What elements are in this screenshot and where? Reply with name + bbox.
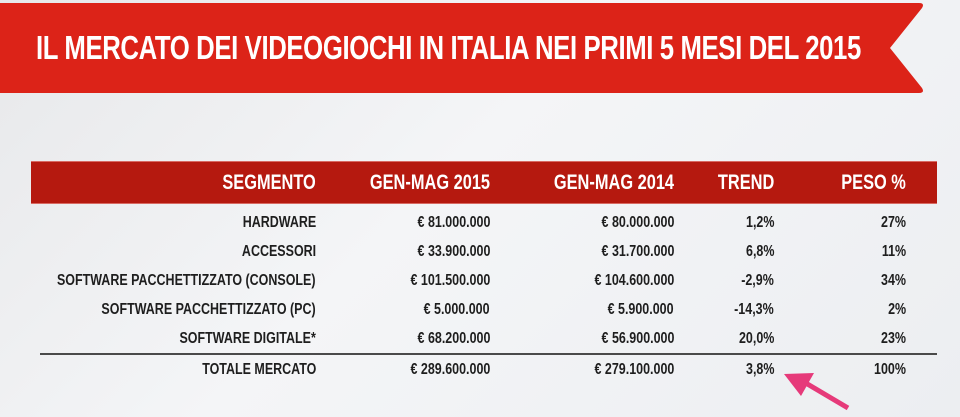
weight-cell: 27% [881, 214, 906, 231]
table-row: SOFTWARE DIGITALE* € 68.200.000 € 56.900… [31, 324, 937, 353]
weight-cell: 23% [881, 330, 906, 347]
header-gen-mag-2015: GEN-MAG 2015 [369, 171, 490, 194]
weight-cell: 11% [881, 243, 906, 260]
header-peso: PESO % [841, 171, 906, 194]
arrow-pointing-up-left-icon [784, 373, 850, 411]
total-label: TOTALE MERCATO [201, 361, 316, 378]
segment-cell: ACCESSORI [241, 243, 316, 260]
segment-cell: HARDWARE [242, 214, 316, 231]
value-2014-cell: € 56.900.000 [601, 330, 674, 347]
weight-cell: 34% [881, 272, 906, 289]
total-2014: € 279.100.000 [594, 361, 674, 378]
total-trend: 3,8% [745, 361, 774, 378]
value-2015-cell: € 101.500.000 [410, 272, 490, 289]
value-2015-cell: € 5.000.000 [424, 301, 490, 318]
table-row: SOFTWARE PACCHETTIZZATO (CONSOLE) € 101.… [31, 266, 937, 295]
trend-cell: 1,2% [745, 214, 774, 231]
header-gen-mag-2014: GEN-MAG 2014 [553, 171, 674, 194]
market-table: SEGMENTO GEN-MAG 2015 GEN-MAG 2014 TREND… [31, 161, 937, 384]
trend-cell: 6,8% [745, 243, 774, 260]
table-header: SEGMENTO GEN-MAG 2015 GEN-MAG 2014 TREND… [31, 161, 937, 204]
total-weight: 100% [874, 361, 906, 378]
total-2015: € 289.600.000 [410, 361, 490, 378]
total-row: TOTALE MERCATO € 289.600.000 € 279.100.0… [31, 355, 937, 384]
value-2014-cell: € 5.900.000 [608, 301, 674, 318]
total-divider [40, 353, 937, 355]
table-row: ACCESSORI € 33.900.000 € 31.700.000 6,8%… [31, 237, 937, 266]
segment-cell: SOFTWARE DIGITALE* [179, 330, 316, 347]
value-2014-cell: € 104.600.000 [594, 272, 674, 289]
header-segmento: SEGMENTO [222, 171, 316, 194]
weight-cell: 2% [887, 301, 906, 318]
title-banner: IL MERCATO DEI VIDEOGIOCHI IN ITALIA NEI… [0, 3, 935, 93]
value-2015-cell: € 81.000.000 [417, 214, 490, 231]
segment-cell: SOFTWARE PACCHETTIZZATO (CONSOLE) [57, 272, 316, 289]
page-title: IL MERCATO DEI VIDEOGIOCHI IN ITALIA NEI… [36, 29, 861, 66]
trend-cell: -2,9% [741, 272, 774, 289]
value-2015-cell: € 33.900.000 [417, 243, 490, 260]
value-2014-cell: € 31.700.000 [601, 243, 674, 260]
header-trend: TREND [717, 171, 774, 194]
ribbon-shape [0, 3, 923, 93]
table-row: SOFTWARE PACCHETTIZZATO (PC) € 5.000.000… [31, 295, 937, 324]
trend-cell: 20,0% [738, 330, 774, 347]
segment-cell: SOFTWARE PACCHETTIZZATO (PC) [101, 301, 316, 318]
trend-cell: -14,3% [734, 301, 774, 318]
table-row: HARDWARE € 81.000.000 € 80.000.000 1,2% … [31, 208, 937, 237]
value-2014-cell: € 80.000.000 [601, 214, 674, 231]
value-2015-cell: € 68.200.000 [417, 330, 490, 347]
